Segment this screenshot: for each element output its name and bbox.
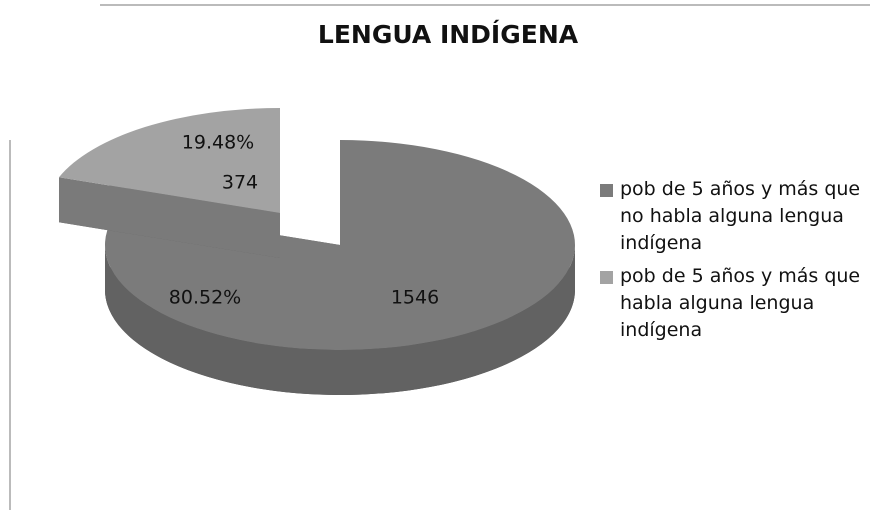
slice-face [58,177,281,258]
legend-label: pob de 5 años y más que habla alguna len… [620,265,861,341]
slice-side [105,245,575,395]
value-label: 1546 [391,287,439,309]
value-label: 374 [222,172,258,194]
percent-label: 19.48% [182,132,254,154]
legend-label: pob de 5 años y más que no habla alguna … [620,178,861,254]
legend-swatch [600,184,613,197]
legend-swatch [600,271,613,284]
legend-item: pob de 5 años y más que no habla alguna … [598,176,868,257]
legend-item: pob de 5 años y más que habla alguna len… [598,263,868,344]
chart-title: LENGUA INDÍGENA [318,20,579,49]
legend: pob de 5 años y más que no habla alguna … [598,176,868,350]
slice [58,107,281,213]
percent-label: 80.52% [169,287,241,309]
slice [105,140,575,350]
